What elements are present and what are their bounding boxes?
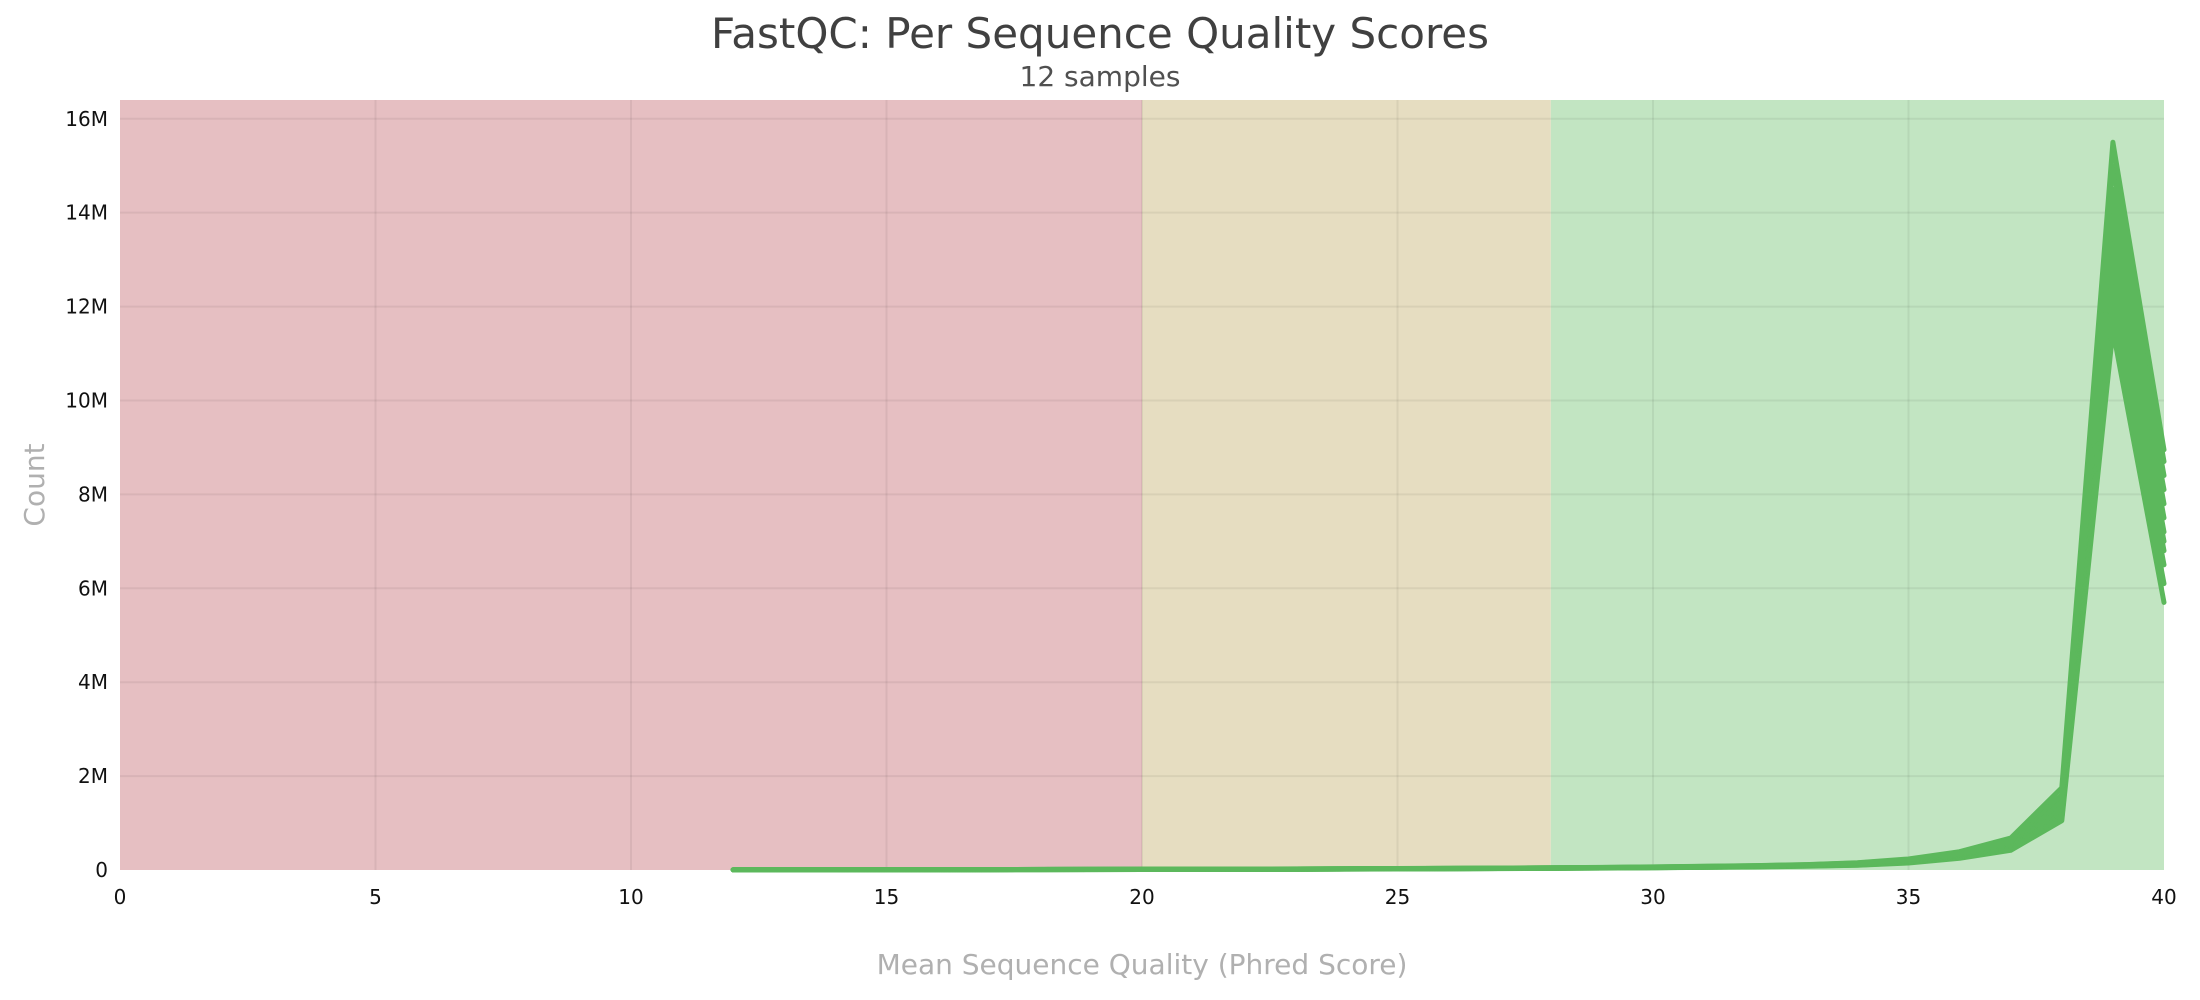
chart-title: FastQC: Per Sequence Quality Scores <box>711 9 1489 58</box>
chart-subtitle: 12 samples <box>1020 60 1181 93</box>
y-tick-label-4: 8M <box>78 482 108 506</box>
y-tick-label-1: 2M <box>78 764 108 788</box>
x-tick-label-4: 20 <box>1129 885 1154 909</box>
x-tick-label-5: 25 <box>1385 885 1410 909</box>
x-tick-label-3: 15 <box>874 885 899 909</box>
x-tick-label-2: 10 <box>618 885 643 909</box>
x-tick-label-0: 0 <box>114 885 127 909</box>
x-axis-ticks: 0 5 10 15 20 25 30 35 40 <box>114 885 2177 909</box>
series-line-12 <box>730 139 2167 873</box>
y-tick-label-3: 6M <box>78 576 108 600</box>
x-tick-label-7: 35 <box>1896 885 1921 909</box>
grid-lines <box>120 100 2164 870</box>
y-tick-label-6: 12M <box>65 295 108 319</box>
y-tick-label-8: 16M <box>65 107 108 131</box>
y-tick-label-0: 0 <box>95 858 108 882</box>
y-tick-label-2: 4M <box>78 670 108 694</box>
y-axis-label: Count <box>18 443 51 526</box>
y-tick-label-7: 14M <box>65 201 108 225</box>
series-layer <box>730 139 2167 873</box>
quality-band-0 <box>120 100 1142 870</box>
quality-band-1 <box>1142 100 1551 870</box>
x-tick-label-6: 30 <box>1640 885 1665 909</box>
x-axis-label: Mean Sequence Quality (Phred Score) <box>877 948 1408 981</box>
x-tick-label-8: 40 <box>2151 885 2176 909</box>
quality-band-2 <box>1550 100 2164 870</box>
x-tick-label-1: 5 <box>369 885 382 909</box>
y-axis-ticks: 0 2M 4M 6M 8M 10M 12M 14M 16M <box>65 107 108 882</box>
y-tick-label-5: 10M <box>65 388 108 412</box>
quality-bands <box>120 100 2164 870</box>
